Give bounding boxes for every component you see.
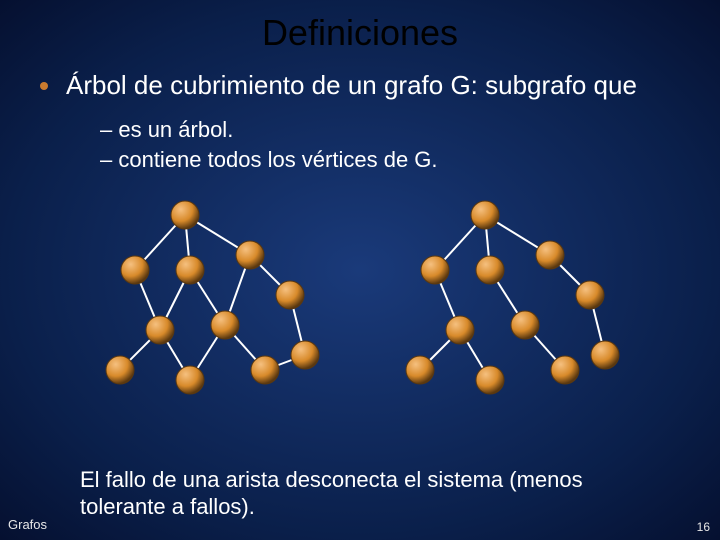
graph-node bbox=[176, 366, 204, 394]
graph-node bbox=[211, 311, 239, 339]
graph-node bbox=[106, 356, 134, 384]
main-bullet-text: Árbol de cubrimiento de un grafo G: subg… bbox=[66, 70, 637, 101]
graph-node bbox=[476, 256, 504, 284]
graph-node bbox=[176, 256, 204, 284]
sub-bullet-item: – contiene todos los vértices de G. bbox=[100, 145, 720, 175]
sub-bullet-item: – es un árbol. bbox=[100, 115, 720, 145]
footer-note: El fallo de una arista desconecta el sis… bbox=[80, 467, 660, 520]
graph-node bbox=[421, 256, 449, 284]
graph-node bbox=[576, 281, 604, 309]
graph-node bbox=[251, 356, 279, 384]
page-title: Definiciones bbox=[0, 0, 720, 62]
graph-node bbox=[476, 366, 504, 394]
graph-node bbox=[236, 241, 264, 269]
graph-node bbox=[121, 256, 149, 284]
graph-node bbox=[171, 201, 199, 229]
footer-label: Grafos bbox=[8, 517, 47, 532]
graph-node bbox=[446, 316, 474, 344]
graph-node bbox=[536, 241, 564, 269]
sub-bullet-list: – es un árbol. – contiene todos los vért… bbox=[0, 115, 720, 174]
graph-node bbox=[146, 316, 174, 344]
graph-node bbox=[511, 311, 539, 339]
graph-left bbox=[90, 195, 330, 425]
main-bullet: Árbol de cubrimiento de un grafo G: subg… bbox=[0, 70, 720, 101]
graph-node bbox=[406, 356, 434, 384]
graph-node bbox=[471, 201, 499, 229]
graph-node bbox=[276, 281, 304, 309]
graph-node bbox=[591, 341, 619, 369]
graphs-container bbox=[0, 195, 720, 425]
page-number: 16 bbox=[697, 520, 710, 534]
graph-right bbox=[390, 195, 630, 425]
graph-node bbox=[551, 356, 579, 384]
bullet-icon bbox=[40, 82, 48, 90]
graph-node bbox=[291, 341, 319, 369]
